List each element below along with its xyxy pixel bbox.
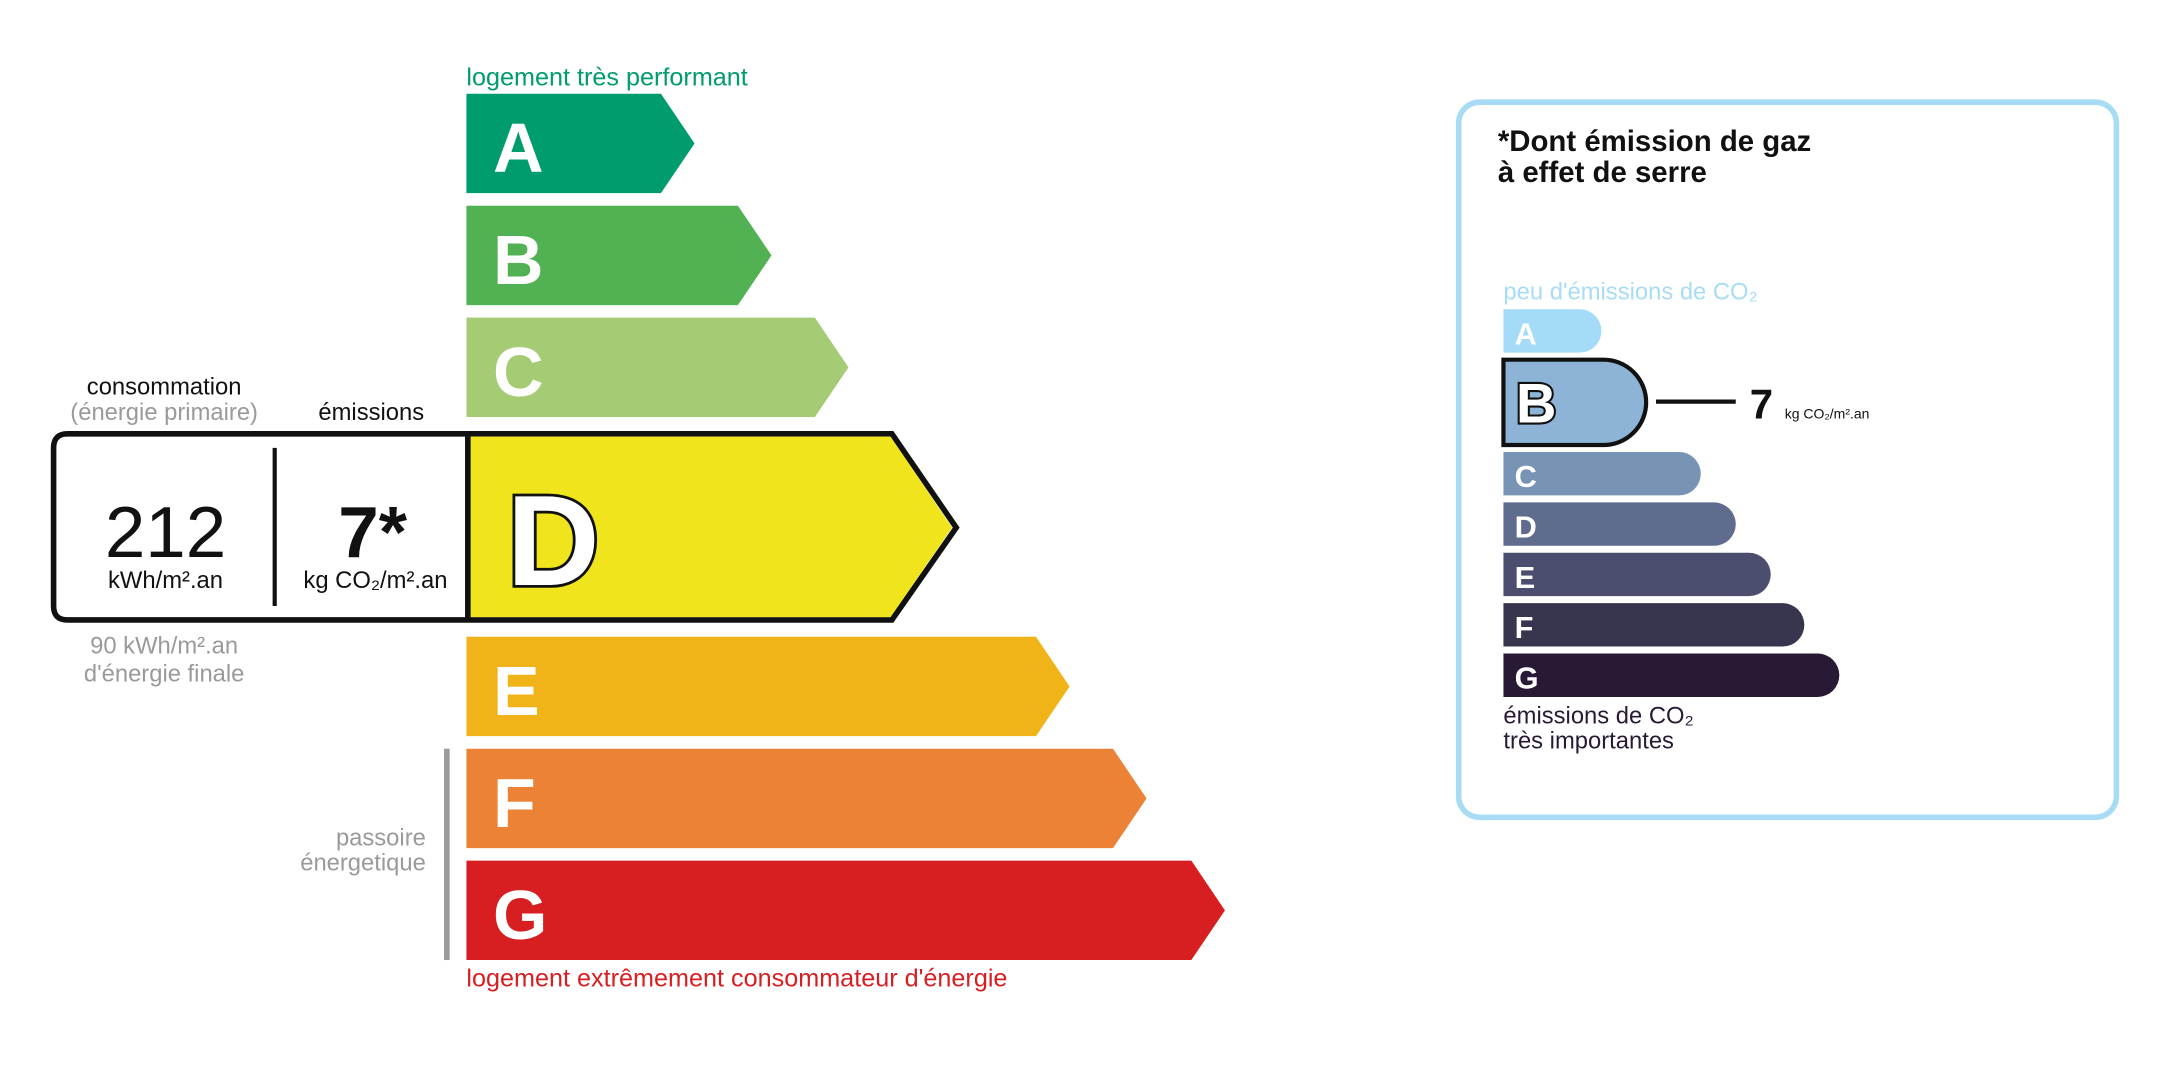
passoire-label-2: énergetique xyxy=(300,849,426,876)
ghg-bar-a xyxy=(1503,309,1602,353)
ghg-letter-f: F xyxy=(1515,610,1534,645)
energy-bar-a xyxy=(466,93,695,194)
energy-letter-a: A xyxy=(493,109,544,187)
consumption-unit: kWh/m².an xyxy=(108,567,223,594)
energy-bar-b xyxy=(466,205,772,306)
ghg-bar-g xyxy=(1503,653,1840,697)
ghg-letter-g: G xyxy=(1515,661,1539,696)
energy-bar-d xyxy=(469,436,953,618)
passoire-label-1: passoire xyxy=(336,824,426,851)
energy-letter-b: B xyxy=(493,221,544,299)
ghg-title-1: *Dont émission de gaz xyxy=(1498,125,1811,158)
ghg-letter-d: D xyxy=(1515,509,1537,544)
consumption-value: 212 xyxy=(105,492,226,573)
ghg-unit: kg CO₂/m².an xyxy=(1785,405,1870,421)
ghg-value: 7 xyxy=(1750,380,1773,427)
energy-bar-e xyxy=(466,636,1070,737)
ghg-top-label: peu d'émissions de CO₂ xyxy=(1503,278,1757,305)
energy-scale: ABC EFG xyxy=(466,93,1225,961)
energy-letter-c: C xyxy=(493,333,544,411)
consumption-subheading: (énergie primaire) xyxy=(70,399,258,426)
final-energy-label: d'énergie finale xyxy=(84,661,245,688)
ghg-letter-a: A xyxy=(1515,316,1537,351)
ghg-bar-f xyxy=(1503,603,1805,647)
current-class-letter: D xyxy=(507,469,600,613)
energy-letter-f: F xyxy=(493,764,536,842)
energy-bar-f xyxy=(466,748,1147,849)
ghg-bar-c xyxy=(1503,452,1701,496)
final-energy-value: 90 kWh/m².an xyxy=(90,633,238,660)
emissions-unit: kg CO₂/m².an xyxy=(303,567,447,594)
energy-letter-g: G xyxy=(493,876,547,954)
ghg-letter-e: E xyxy=(1515,560,1536,595)
ghg-bar-d xyxy=(1503,502,1736,546)
energy-top-label: logement très performant xyxy=(466,63,747,91)
energy-bottom-label: logement extrêmement consommateur d'éner… xyxy=(466,965,1007,993)
ghg-bottom-label-1: émissions de CO₂ xyxy=(1503,703,1693,730)
ghg-title-2: à effet de serre xyxy=(1498,156,1707,189)
ghg-letter-c: C xyxy=(1515,459,1537,494)
energy-bar-g xyxy=(466,860,1225,961)
emissions-value: 7* xyxy=(338,492,407,573)
emissions-heading: émissions xyxy=(318,399,424,426)
ghg-bar-e xyxy=(1503,552,1771,597)
ghg-letter-b: B xyxy=(1516,372,1556,435)
consumption-heading: consommation xyxy=(87,374,242,401)
ghg-bottom-label-2: très importantes xyxy=(1503,728,1674,755)
energy-bar-c xyxy=(466,317,849,418)
ghg-bar-b xyxy=(1501,357,1649,448)
passoire-bar xyxy=(444,748,450,961)
energy-letter-e: E xyxy=(493,652,540,730)
